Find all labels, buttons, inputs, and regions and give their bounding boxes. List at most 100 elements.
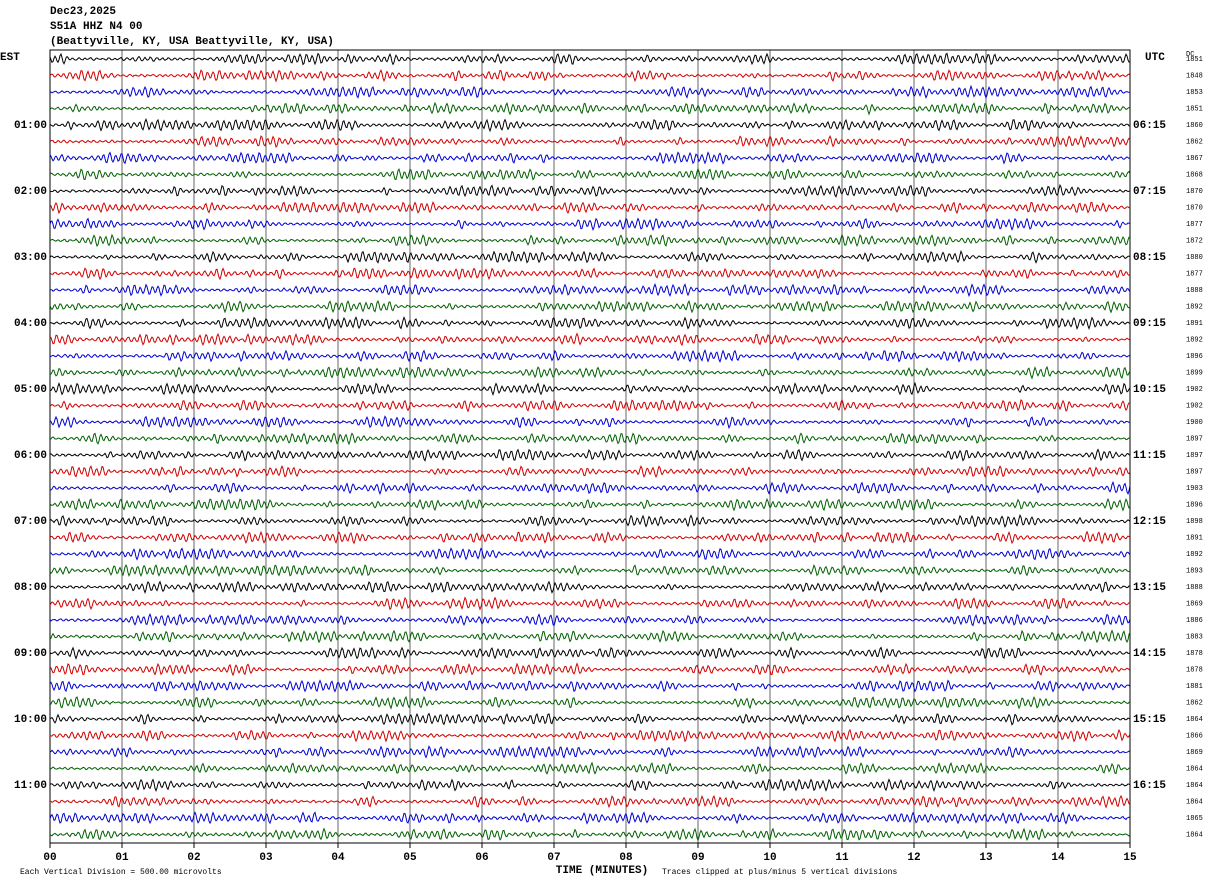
trace xyxy=(49,646,1131,660)
trace xyxy=(49,497,1131,512)
trace-offset: 1892 xyxy=(1186,551,1203,559)
trace xyxy=(49,629,1131,644)
left-time: 11:00 xyxy=(14,780,47,792)
x-tick-label: 12 xyxy=(907,852,920,864)
trace xyxy=(49,84,1131,99)
x-tick-label: 13 xyxy=(979,852,993,864)
trace xyxy=(49,398,1131,413)
x-tick-label: 02 xyxy=(187,852,200,864)
trace xyxy=(49,381,1131,396)
trace xyxy=(49,201,1131,215)
trace-offset: 1866 xyxy=(1186,732,1203,740)
trace-offset: 1872 xyxy=(1186,237,1203,245)
trace xyxy=(49,52,1131,66)
trace-offset: 1880 xyxy=(1186,254,1203,262)
trace-offset: 1860 xyxy=(1186,122,1203,130)
trace-offset: 1864 xyxy=(1186,716,1203,724)
trace xyxy=(49,679,1131,693)
x-tick-label: 15 xyxy=(1123,852,1137,864)
trace-offset: 1864 xyxy=(1186,798,1203,806)
trace-offset: 1896 xyxy=(1186,353,1203,361)
x-tick-label: 07 xyxy=(547,852,560,864)
right-time: 10:15 xyxy=(1133,384,1166,396)
trace xyxy=(49,547,1131,561)
left-time: 01:00 xyxy=(14,120,47,132)
timezone-right: UTC xyxy=(1145,52,1165,64)
left-time: 09:00 xyxy=(14,648,47,660)
x-tick-label: 05 xyxy=(403,852,417,864)
trace-offset: 1878 xyxy=(1186,650,1203,658)
trace-offset: 1848 xyxy=(1186,72,1203,80)
trace xyxy=(49,134,1131,149)
plot-frame xyxy=(49,49,1131,844)
trace-offset: 1900 xyxy=(1186,419,1203,427)
trace xyxy=(49,249,1131,264)
trace-offset: 1897 xyxy=(1186,468,1203,476)
left-time: 04:00 xyxy=(14,318,47,330)
x-tick-label: 10 xyxy=(763,852,776,864)
trace-offset: 1883 xyxy=(1186,633,1203,641)
x-tick-label: 06 xyxy=(475,852,488,864)
x-tick-label: 04 xyxy=(331,852,345,864)
x-tick-label: 08 xyxy=(619,852,633,864)
trace-offset: 1891 xyxy=(1186,320,1203,328)
right-time: 13:15 xyxy=(1133,582,1166,594)
trace-offset: 1903 xyxy=(1186,485,1203,493)
trace xyxy=(50,728,1131,743)
trace-offset: 1864 xyxy=(1186,765,1203,773)
trace-offset: 1902 xyxy=(1186,386,1203,394)
trace xyxy=(49,348,1131,364)
trace xyxy=(49,365,1131,380)
trace xyxy=(49,695,1131,710)
right-time: 08:15 xyxy=(1133,252,1166,264)
left-time: 06:00 xyxy=(14,450,47,462)
trace-offset: 1851 xyxy=(1186,105,1203,113)
right-time: 11:15 xyxy=(1133,450,1166,462)
trace-offset: 1886 xyxy=(1186,617,1203,625)
trace xyxy=(49,712,1131,726)
right-time: 14:15 xyxy=(1133,648,1166,660)
trace-offset: 1867 xyxy=(1186,155,1203,163)
trace xyxy=(49,68,1131,83)
left-time: 02:00 xyxy=(14,186,47,198)
trace-offset: 1897 xyxy=(1186,452,1203,460)
trace-offset: 1893 xyxy=(1186,567,1203,575)
trace xyxy=(49,448,1131,462)
trace-offset: 1864 xyxy=(1186,782,1203,790)
trace-offset: 1888 xyxy=(1186,584,1203,592)
trace-offset: 1898 xyxy=(1186,518,1203,526)
trace xyxy=(49,101,1131,116)
trace xyxy=(49,167,1131,181)
trace xyxy=(49,744,1131,759)
trace xyxy=(49,480,1131,496)
trace-offset: 1877 xyxy=(1186,221,1203,229)
trace-offset: 1869 xyxy=(1186,600,1203,608)
trace xyxy=(49,299,1131,314)
trace xyxy=(49,662,1131,677)
left-time: 07:00 xyxy=(14,516,47,528)
trace-offset: 1862 xyxy=(1186,699,1203,707)
trace xyxy=(49,465,1131,479)
trace xyxy=(49,563,1131,578)
trace xyxy=(49,233,1131,247)
right-time: 06:15 xyxy=(1133,120,1166,132)
x-tick-label: 03 xyxy=(259,852,273,864)
trace-offset: 1862 xyxy=(1186,138,1203,146)
x-tick-label: 09 xyxy=(691,852,704,864)
trace xyxy=(49,530,1131,545)
trace xyxy=(49,117,1131,133)
x-tick-label: 00 xyxy=(43,852,56,864)
right-time: 07:15 xyxy=(1133,186,1166,198)
right-time: 09:15 xyxy=(1133,318,1166,330)
left-time: 10:00 xyxy=(14,714,47,726)
right-time: 16:15 xyxy=(1133,780,1166,792)
trace-offset: 1892 xyxy=(1186,336,1203,344)
trace xyxy=(49,415,1131,430)
trace-offset: 1864 xyxy=(1186,831,1203,839)
trace xyxy=(49,612,1131,627)
trace xyxy=(49,811,1131,825)
trace xyxy=(49,513,1131,528)
right-time: 15:15 xyxy=(1133,714,1166,726)
trace xyxy=(49,266,1131,281)
